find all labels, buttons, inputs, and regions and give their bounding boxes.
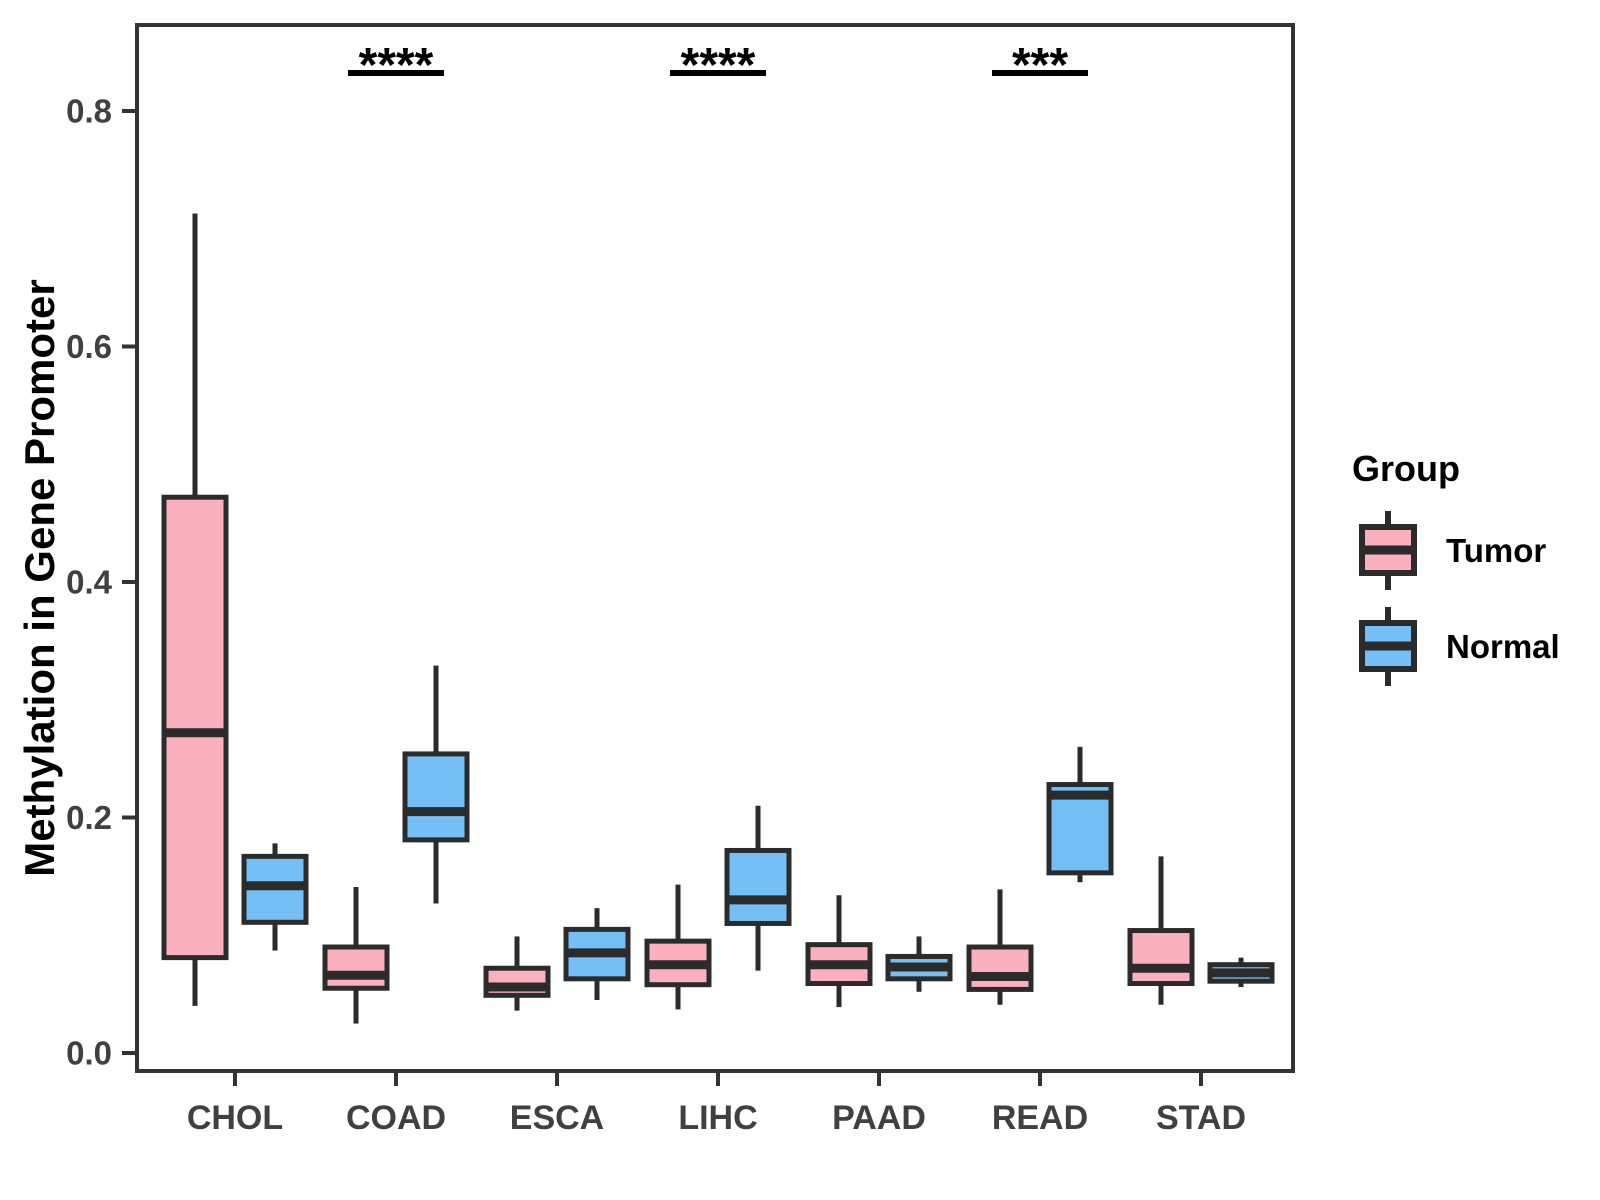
x-tick-label-STAD: STAD [1156,1099,1246,1137]
box-tumor-CHOL [161,213,229,1006]
x-tick-label-ESCA: ESCA [510,1099,604,1137]
significance-READ: *** [992,39,1088,92]
iqr-box [1127,928,1195,987]
legend-title: Group [1352,448,1460,489]
y-tick-label: 0.0 [66,1035,112,1072]
box-normal-LIHC [724,805,792,971]
x-tick-label-LIHC: LIHC [678,1099,757,1137]
y-tick-label: 0.6 [66,328,112,365]
box-normal-STAD [1207,957,1275,988]
iqr-box [724,847,792,926]
x-tick-label-CHOL: CHOL [187,1099,283,1137]
y-tick-label: 0.2 [66,799,112,836]
y-tick-label: 0.4 [66,564,113,601]
x-tick-label-PAAD: PAAD [832,1099,926,1137]
box-tumor-STAD [1127,856,1195,1005]
box-tumor-READ [966,889,1034,1005]
box-tumor-PAAD [805,895,873,1008]
significance-LIHC: **** [670,39,766,92]
significance-stars: *** [1012,39,1068,92]
legend-item-normal: Normal [1352,604,1592,690]
significance-bar [992,70,1088,76]
box-normal-CHOL [241,843,309,951]
legend: Group Tumor Normal [1352,448,1592,700]
x-tick-label-COAD: COAD [346,1099,446,1137]
iqr-box [322,944,390,991]
legend-label: Tumor [1446,532,1547,569]
legend-boxplot-glyph [1359,607,1417,686]
box-tumor-COAD [322,886,390,1024]
box-normal-ESCA [563,908,631,1001]
significance-bar [348,70,444,76]
significance-COAD: **** [348,39,444,92]
iqr-box [161,494,229,961]
y-tick-label: 0.8 [66,93,112,130]
legend-item-tumor: Tumor [1352,508,1592,594]
significance-stars: **** [359,39,434,92]
box-normal-COAD [402,665,470,904]
legend-label: Normal [1446,628,1560,665]
iqr-box [402,751,470,843]
y-axis-title: Methylation in Gene Promoter [16,279,63,877]
box-normal-PAAD [885,936,953,992]
box-normal-READ [1046,746,1114,883]
box-tumor-LIHC [644,884,712,1010]
significance-bar [670,70,766,76]
legend-boxplot-glyph [1359,511,1417,590]
panel-border [135,23,1295,1073]
x-tick-label-READ: READ [992,1099,1088,1137]
box-tumor-ESCA [483,936,551,1011]
iqr-box [966,944,1034,992]
significance-stars: **** [681,39,756,92]
